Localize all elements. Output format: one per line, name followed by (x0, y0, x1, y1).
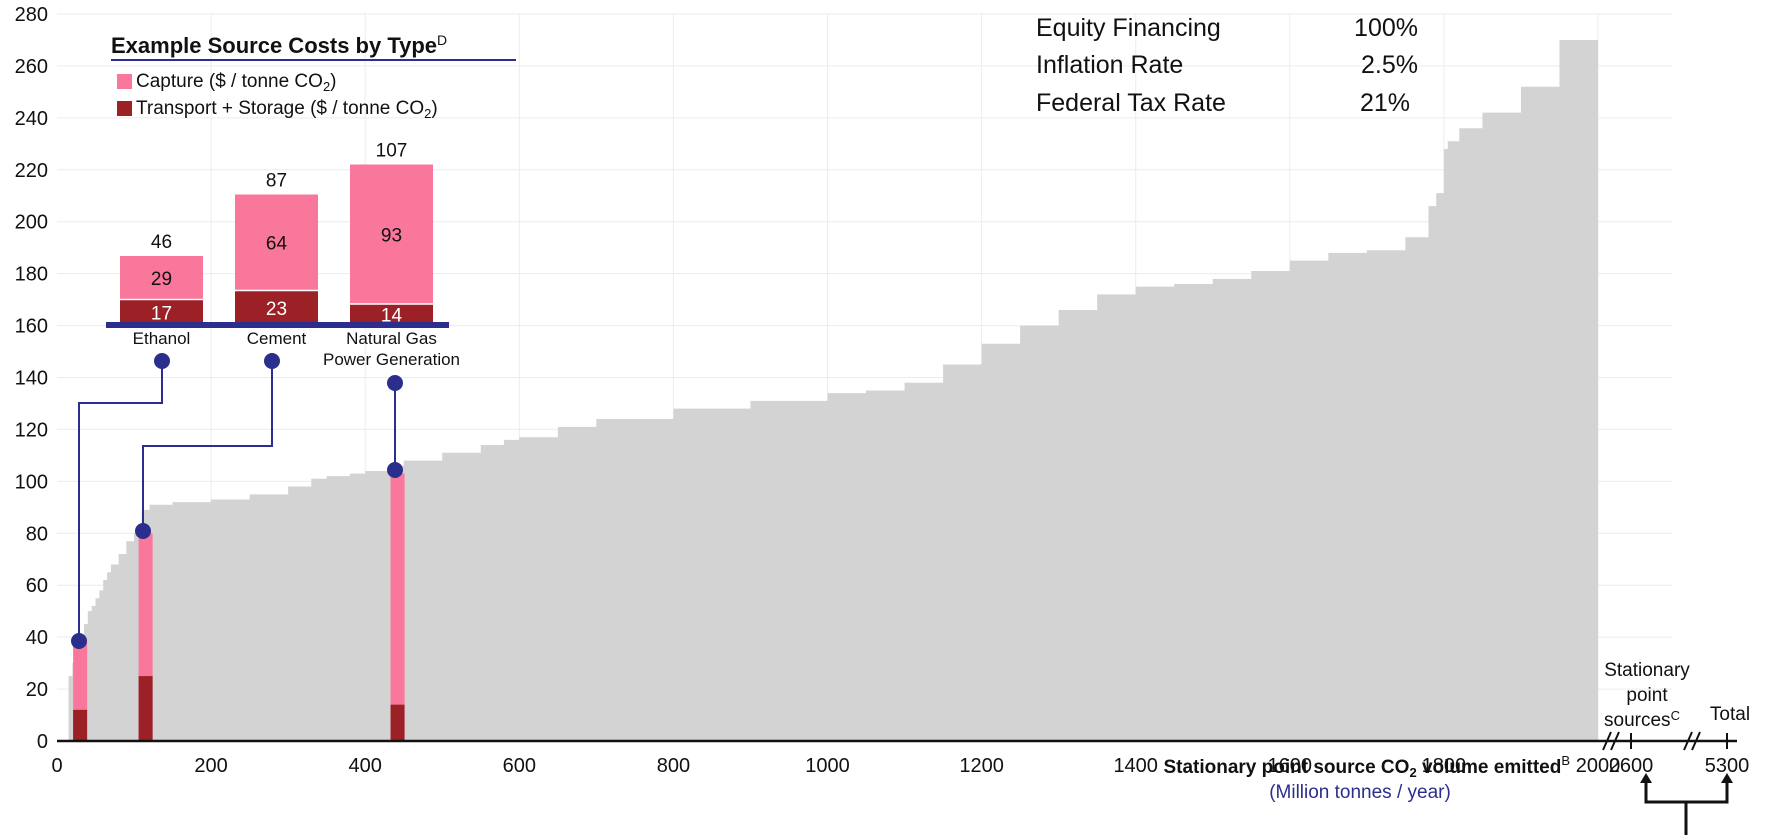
inset-title: Example Source Costs by TypeD (111, 32, 447, 58)
x-tick-label: 1800 (1422, 755, 1467, 777)
y-tick-label: 60 (26, 575, 48, 597)
connector-dot-bottom (387, 462, 403, 478)
connector-dot-bottom (135, 523, 151, 539)
inset-bar-capture (350, 164, 433, 304)
legend-label: Transport + Storage ($ / tonne CO2) (136, 98, 438, 121)
inset-value-capture: 64 (266, 234, 288, 255)
annotation-total: Total (1710, 704, 1750, 725)
inset-bar-capture (235, 194, 318, 291)
x-tick-label: 1000 (805, 755, 850, 777)
highlighted-sources (73, 473, 405, 741)
inset-value-capture: 93 (381, 225, 402, 246)
inset-bar-capture (120, 256, 203, 300)
highlight-bar-capture (390, 473, 405, 741)
inset-category-label: Ethanol (133, 329, 191, 348)
y-tick-label: 160 (15, 316, 48, 338)
connector-dot-top (264, 353, 280, 369)
connector-line (78, 361, 163, 641)
param-label-tax: Federal Tax Rate (1036, 89, 1226, 117)
break-stroke (1683, 731, 1693, 751)
y-tick-label: 220 (15, 160, 48, 182)
y-tick-label: 240 (15, 108, 48, 130)
annotation-stationary-line2: point (1626, 685, 1668, 706)
y-tick-label: 280 (15, 4, 48, 26)
supply-curve (68, 6, 1599, 742)
x-tick-label: 2000 (1576, 755, 1621, 777)
x-tick-label: 800 (657, 755, 690, 777)
y-tick-label: 100 (15, 471, 48, 493)
legend-swatch (117, 74, 132, 89)
y-tick-label: 40 (26, 627, 48, 649)
inset-chart: Example Source Costs by TypeD Capture ($ … (71, 32, 516, 649)
y-tick-label: 80 (26, 523, 48, 545)
extended-tick-2600: 2600 (1609, 755, 1654, 777)
y-tick-label: 140 (15, 368, 48, 390)
param-label-equity: Equity Financing (1036, 14, 1221, 42)
x-tick-label: 1600 (1268, 755, 1313, 777)
y-tick-label: 200 (15, 212, 48, 234)
param-value-tax: 21% (1360, 89, 1410, 117)
inset-category-label: Natural Gas (346, 329, 437, 348)
y-tick-label: 260 (15, 56, 48, 78)
connector-line (142, 361, 273, 531)
inset-bar-transport (235, 290, 318, 325)
x-tick-label: 600 (503, 755, 536, 777)
extended-bracket (1640, 773, 1733, 835)
inset-value-total: 107 (376, 141, 408, 162)
inset-value-total: 46 (151, 232, 172, 253)
inset-category-label: Cement (247, 329, 307, 348)
extended-tick-5300: 5300 (1705, 755, 1750, 777)
inset-value-capture: 29 (151, 269, 172, 290)
y-tick-label: 0 (37, 731, 48, 753)
y-tick-label: 120 (15, 419, 48, 441)
axis-break-1 (1602, 731, 1620, 751)
inset-value-total: 87 (266, 171, 287, 192)
highlight-bar-transport (138, 676, 153, 741)
y-tick-label: 20 (26, 679, 48, 701)
inset-value-transport: 14 (381, 306, 403, 327)
axes: 0 20 40 60 80 100 120 140 160 180 200 220 240 260 280 0… (15, 4, 1737, 835)
highlight-bar-transport (390, 704, 405, 741)
break-stroke (1602, 731, 1612, 751)
connector-cement (135, 353, 280, 539)
inset-bar-transport (120, 299, 203, 325)
x-tick-label: 200 (194, 755, 227, 777)
x-axis-units: (Million tonnes / year) (1269, 782, 1451, 803)
connector-dot-top (154, 353, 170, 369)
bracket-arrow-right (1721, 773, 1733, 783)
bracket-arrow-left (1640, 773, 1652, 783)
connector-ethanol (71, 353, 170, 649)
axis-break-2 (1683, 731, 1701, 751)
connector-dot-bottom (71, 633, 87, 649)
inset-value-transport: 23 (266, 299, 287, 320)
inset-bar-transport (350, 304, 433, 325)
connector-dot-top (387, 375, 403, 391)
supply-curve-area (68, 6, 1599, 742)
inset-category-label: Power Generation (323, 350, 460, 369)
annotation-stationary-line3: sourcesC (1604, 708, 1680, 731)
inset-value-transport: 17 (151, 303, 172, 324)
parameters-table: Equity Financing 100% Inflation Rate 2.5… (1036, 14, 1418, 117)
extended-axis-annotation: Stationary point sourcesC Total 2600 530… (1604, 660, 1750, 777)
break-stroke (1691, 731, 1701, 751)
y-tick-label: 180 (15, 264, 48, 286)
highlight-bar-transport (73, 709, 88, 741)
x-axis-title: Stationary point source CO2 volume emitt… (1163, 753, 1570, 803)
legend-label: Capture ($ / tonne CO2) (136, 71, 337, 94)
connector-natural-gas (387, 375, 403, 478)
x-tick-label: 1400 (1113, 755, 1158, 777)
bracket-line (1644, 779, 1729, 804)
param-value-inflation: 2.5% (1361, 51, 1418, 79)
param-value-equity: 100% (1354, 14, 1418, 42)
legend-swatch (117, 101, 132, 116)
x-tick-label: 0 (51, 755, 62, 777)
break-stroke (1610, 731, 1620, 751)
x-axis-label: Stationary point source CO2 volume emitt… (1163, 753, 1570, 780)
x-tick-label: 1200 (959, 755, 1004, 777)
param-label-inflation: Inflation Rate (1036, 51, 1183, 79)
annotation-stationary-line1: Stationary (1604, 660, 1690, 681)
x-tick-label: 400 (349, 755, 382, 777)
